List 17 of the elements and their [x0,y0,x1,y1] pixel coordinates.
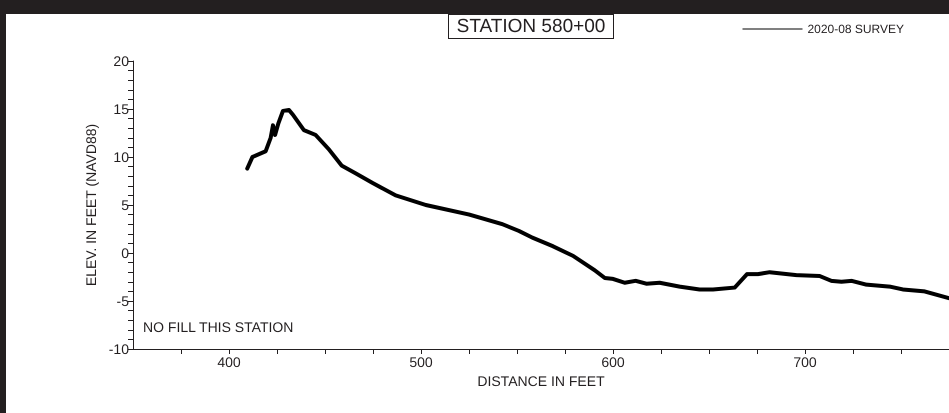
y-tick-label: 10 [113,149,130,165]
y-tick-label: -5 [116,293,130,309]
y-tick-label: -10 [108,341,130,357]
legend-label: 2020-08 SURVEY [807,22,904,36]
x-tick-label: 600 [601,354,625,370]
y-tick-label: 20 [113,53,130,69]
line-series [245,108,949,300]
annotation: NO FILL THIS STATION [143,319,294,335]
y-tick-label: 15 [113,101,130,117]
x-tick-label: 500 [409,354,433,370]
y-tick-label: 5 [121,197,130,213]
y-axis-title: ELEV. IN FEET (NAVD88) [82,124,99,286]
x-tick-label: 700 [793,354,817,370]
x-axis-title: DISTANCE IN FEET [477,372,606,389]
x-tick-label: 400 [217,354,241,370]
y-tick-label: 0 [121,245,130,261]
chart-title: STATION 580+00 [456,16,606,37]
